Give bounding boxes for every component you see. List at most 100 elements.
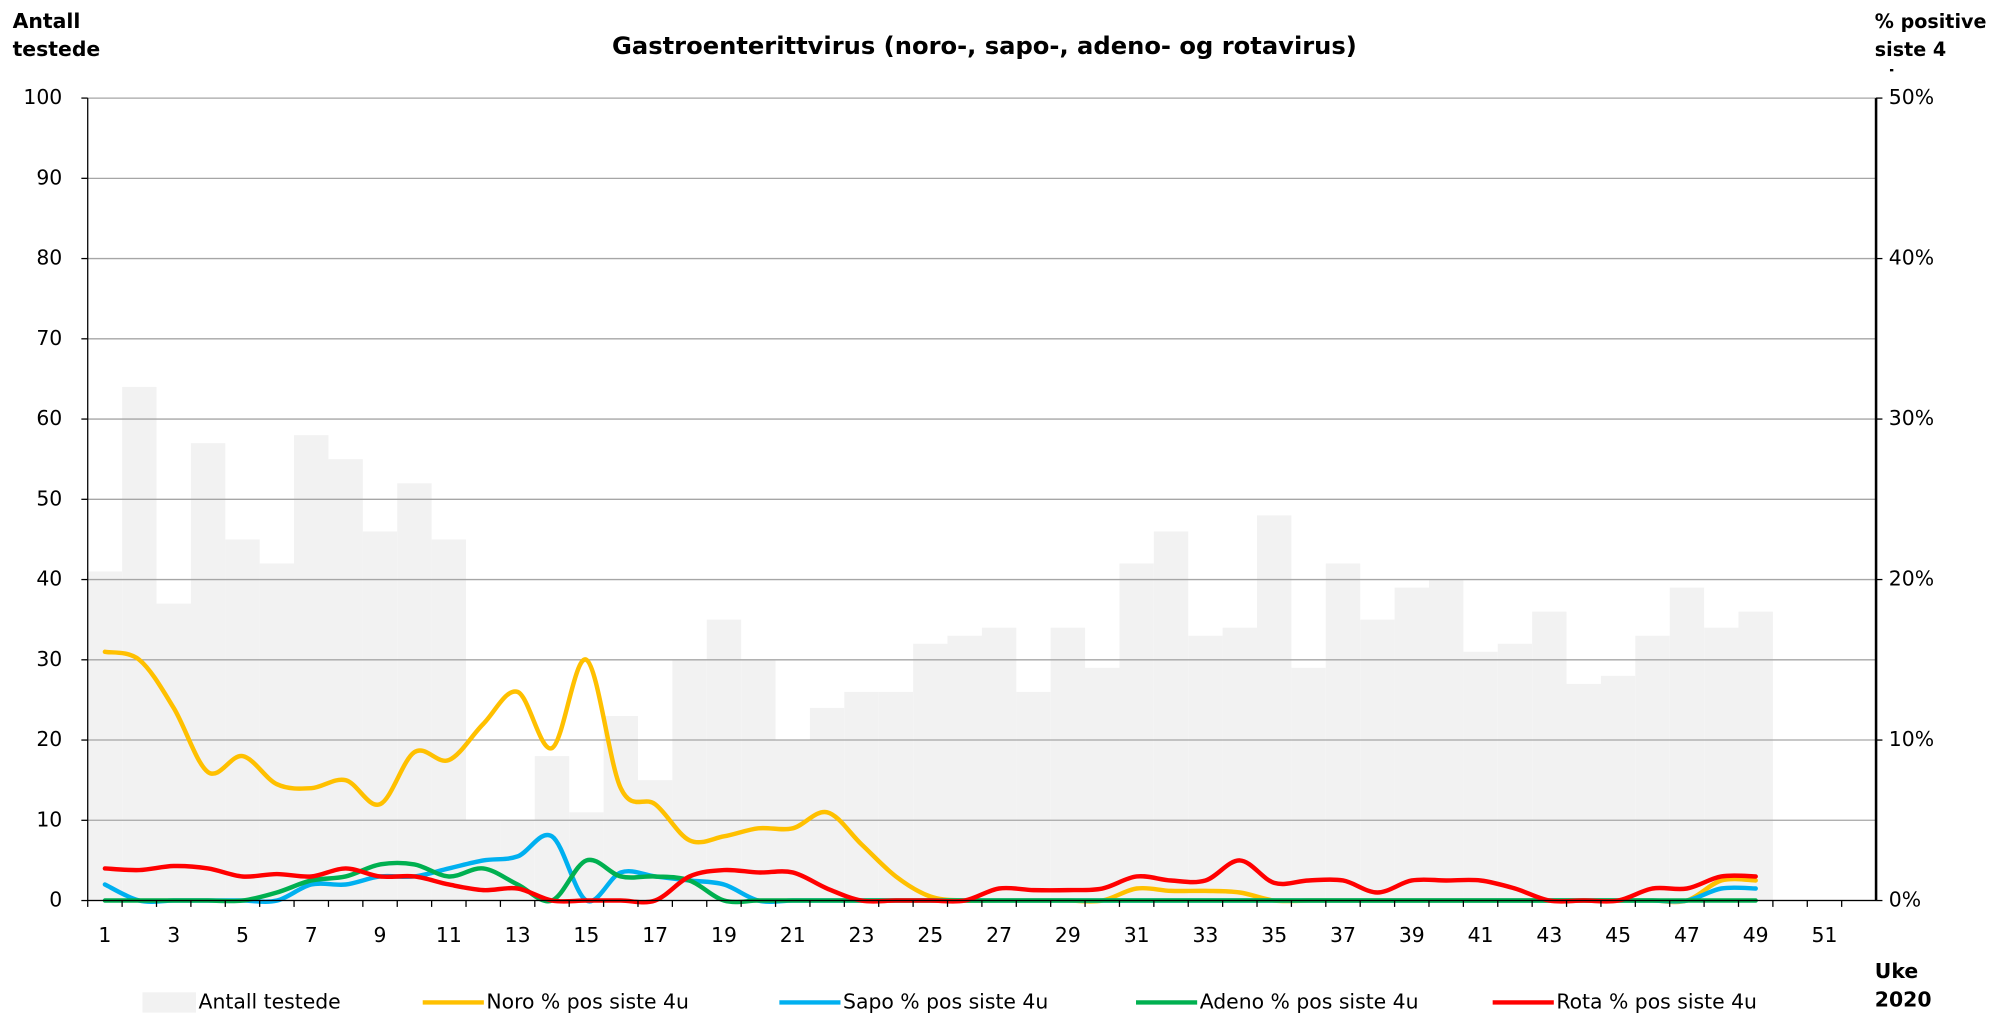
- x-tick-label: 19: [711, 923, 737, 947]
- legend-label: Noro % pos siste 4u: [486, 989, 689, 1013]
- y2-tick-label: 30%: [1889, 406, 1934, 430]
- x-tick-label: 49: [1743, 923, 1769, 947]
- bar: [672, 659, 707, 901]
- y-tick-label: 100: [23, 85, 62, 109]
- y-tick-label: 60: [36, 406, 62, 430]
- bar: [1394, 587, 1429, 901]
- x-tick-label: 45: [1605, 923, 1631, 947]
- x-tick-label: 3: [167, 923, 180, 947]
- y-label-box: Antall testede: [12, 8, 101, 62]
- x-tick-label: 47: [1674, 923, 1700, 947]
- y-tick-label: 80: [36, 246, 62, 270]
- bar: [1050, 627, 1086, 901]
- y-tick-label: 0: [49, 888, 62, 912]
- bar: [1600, 675, 1636, 901]
- bar: [156, 603, 191, 901]
- bar: [122, 386, 157, 901]
- x-tick-label: 13: [505, 923, 531, 947]
- legend-label: Sapo % pos siste 4u: [843, 989, 1048, 1013]
- x-tick-label: 1: [98, 923, 111, 947]
- x-tick-label: 37: [1330, 923, 1356, 947]
- bar: [1188, 635, 1223, 901]
- y-tick-label: 10: [36, 807, 62, 831]
- bar: [1291, 667, 1326, 901]
- bar: [190, 443, 226, 901]
- x-tick-label: 15: [573, 923, 599, 947]
- x-axis-label: Uke 2020: [1874, 959, 1932, 1012]
- x-tick-label: 43: [1536, 923, 1562, 947]
- x-tick-label: 41: [1468, 923, 1494, 947]
- bar: [294, 435, 329, 901]
- bar: [1016, 691, 1051, 901]
- bar: [1566, 683, 1601, 901]
- y2-axis-label: % positive siste 4 uker: [1874, 10, 1987, 71]
- bar: [1153, 531, 1189, 901]
- y-tick-label: 50: [36, 486, 62, 510]
- legend-label: Adeno % pos siste 4u: [1200, 989, 1419, 1013]
- y-axis-label: Antall testede: [12, 8, 101, 62]
- bar: [259, 563, 295, 901]
- bar: [706, 619, 742, 901]
- y-tick-label: 90: [36, 165, 62, 189]
- bar: [534, 756, 570, 901]
- bar: [1532, 611, 1567, 901]
- y2-tick-label: 20%: [1889, 567, 1934, 591]
- x-tick-label: 23: [849, 923, 875, 947]
- x-tick-label: 7: [305, 923, 318, 947]
- y-tick-label: 30: [36, 647, 62, 671]
- x-label-box: Uke 2020: [1874, 959, 1932, 1012]
- bar: [1360, 619, 1395, 901]
- x-tick-label: 11: [436, 923, 462, 947]
- legend-swatch: [142, 992, 196, 1013]
- bar: [1085, 667, 1120, 901]
- x-tick-label: 25: [917, 923, 943, 947]
- bar: [637, 780, 673, 901]
- y-tick-label: 70: [36, 326, 62, 350]
- x-tick-label: 31: [1124, 923, 1150, 947]
- bars: [87, 386, 1773, 901]
- bar: [1635, 635, 1670, 901]
- x-tick-label: 29: [1055, 923, 1081, 947]
- x-tick-label: 21: [780, 923, 806, 947]
- bar: [569, 812, 604, 901]
- y2-tick-label: 40%: [1889, 246, 1934, 270]
- y2-tick-label: 10%: [1889, 727, 1934, 751]
- y-tick-label: 20: [36, 727, 62, 751]
- x-tick-label: 9: [374, 923, 387, 947]
- y2-tick-label: 50%: [1889, 85, 1934, 109]
- x-tick-label: 51: [1812, 923, 1838, 947]
- bar: [741, 659, 776, 901]
- bar: [844, 691, 879, 901]
- bar: [1463, 651, 1498, 901]
- x-tick-label: 33: [1192, 923, 1218, 947]
- y-tick-label: 40: [36, 567, 62, 591]
- bar: [362, 531, 398, 901]
- bar: [947, 635, 982, 901]
- bar: [1325, 563, 1361, 901]
- bar: [431, 539, 467, 901]
- bar: [1704, 627, 1739, 901]
- chart-title: Gastroenterittvirus (noro-, sapo-, adeno…: [612, 32, 1357, 60]
- bar: [1738, 611, 1773, 901]
- x-tick-label: 27: [986, 923, 1012, 947]
- bar: [1257, 515, 1292, 901]
- y2-tick-label: 0%: [1889, 888, 1921, 912]
- legend-label: Rota % pos siste 4u: [1556, 989, 1757, 1013]
- bar: [1119, 563, 1154, 901]
- bar: [225, 539, 260, 901]
- bar: [87, 571, 123, 901]
- x-tick-label: 39: [1399, 923, 1425, 947]
- bar: [1669, 587, 1705, 901]
- y2-label-box: % positive siste 4 uker: [1874, 10, 1987, 71]
- bar: [1222, 627, 1258, 901]
- x-tick-label: 35: [1261, 923, 1287, 947]
- bar: [328, 459, 363, 901]
- bar: [809, 707, 845, 901]
- x-tick-label: 17: [642, 923, 668, 947]
- bar: [878, 691, 914, 901]
- bar: [1497, 643, 1533, 901]
- bar: [981, 627, 1017, 901]
- x-tick-label: 5: [236, 923, 249, 947]
